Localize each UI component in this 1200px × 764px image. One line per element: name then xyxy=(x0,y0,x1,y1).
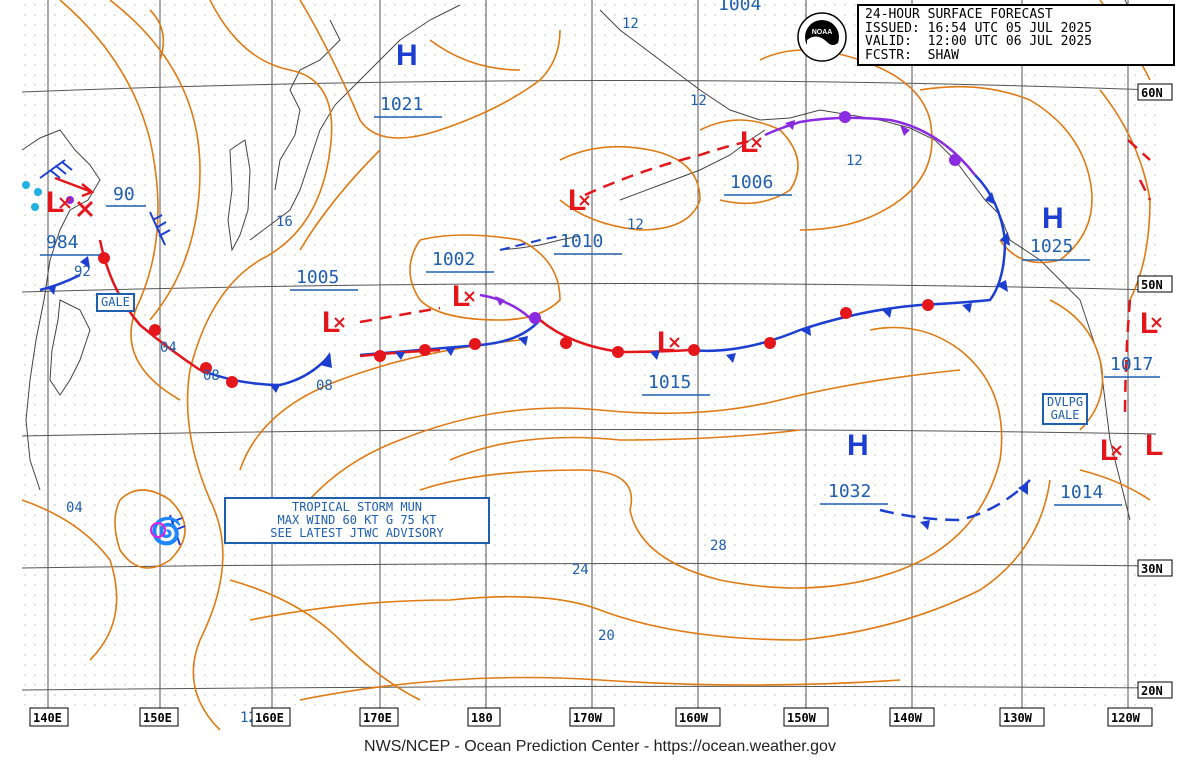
low-center-1014b: L xyxy=(1145,429,1163,462)
title-line: 24-HOUR SURFACE FORECAST xyxy=(865,7,1053,22)
lon-label: 120W xyxy=(1111,711,1141,725)
high-center-1025: H xyxy=(1042,202,1064,235)
valid-line: VALID: 12:00 UTC 06 JUL 2025 xyxy=(865,34,1092,49)
lat-label-20n: 20N xyxy=(1141,684,1163,698)
low-value-984: 984 xyxy=(46,232,79,253)
low-center-1006: L xyxy=(740,126,758,159)
noaa-logo-text: NOAA xyxy=(812,29,833,36)
low-center-1010: L xyxy=(568,184,586,217)
storm-motion-arrow xyxy=(54,176,95,198)
isobar-label: 28 xyxy=(710,538,727,554)
low-center-1002: L xyxy=(452,280,470,313)
forecast-title-box: 24-HOUR SURFACE FORECAST ISSUED: 16:54 U… xyxy=(857,4,1175,66)
occluded-front-east xyxy=(764,116,976,176)
occluded-front-mid xyxy=(479,293,531,319)
lat-label-60n: 60N xyxy=(1141,86,1163,100)
dvlpg-gale-label: GALE xyxy=(1050,408,1080,422)
advisory-line: MAX WIND 60 KT G 75 KT xyxy=(277,513,437,527)
value-underlines xyxy=(40,116,1160,506)
isobar-label: 12 xyxy=(846,153,863,169)
isobar-label: 04 xyxy=(66,500,83,516)
low-value-1006: 1006 xyxy=(730,172,773,193)
low-value-1010: 1010 xyxy=(560,231,603,252)
isobar-label: 04 xyxy=(160,340,177,356)
lon-label: 160W xyxy=(679,711,709,725)
high-value-1025: 1025 xyxy=(1030,236,1073,257)
lon-label: 130W xyxy=(1003,711,1033,725)
high-center-1021: H xyxy=(396,39,418,72)
low-value-1004: 1004 xyxy=(718,0,761,15)
isobar-label: 12 xyxy=(627,217,644,233)
gale-label: GALE xyxy=(101,295,130,309)
gale-warning-tag: GALE xyxy=(96,293,135,312)
lat-label-50n: 50N xyxy=(1141,278,1163,292)
isobar-label: 20 xyxy=(598,628,615,644)
isobar-label: 12 xyxy=(690,93,707,109)
issued-line: ISSUED: 16:54 UTC 05 JUL 2025 xyxy=(865,20,1092,36)
cold-front-symbols xyxy=(48,192,1028,530)
lon-label: 170E xyxy=(363,711,392,725)
lon-label: 160E xyxy=(255,711,284,725)
isobar-label: 12 xyxy=(622,16,639,32)
warm-front-symbols xyxy=(98,252,934,388)
graticule xyxy=(21,0,1157,708)
low-value-1015: 1015 xyxy=(648,372,691,393)
lat-labels: 60N 50N 30N 20N xyxy=(1137,83,1173,699)
isobar-label: 08 xyxy=(316,378,333,394)
low-center-1015: L xyxy=(657,326,675,359)
tropical-storm-advisory: TROPICAL STORM MUN MAX WIND 60 KT G 75 K… xyxy=(224,497,490,544)
forecaster-line: FCSTR: SHAW xyxy=(865,47,959,63)
isobar-label: 24 xyxy=(572,562,589,578)
low-center-1014: L xyxy=(1100,434,1118,467)
isobar-label: 08 xyxy=(203,368,220,384)
tropical-storm-icon: 🌀 xyxy=(150,515,182,547)
high-center-1032: H xyxy=(847,429,869,462)
lon-label: 140E xyxy=(33,711,62,725)
low-center-1017: L xyxy=(1140,307,1158,340)
dvlpg-label: DVLPG xyxy=(1047,395,1084,409)
isobar-label: 16 xyxy=(276,214,293,230)
warm-front-west xyxy=(98,239,201,372)
troughs xyxy=(359,138,1152,421)
advisory-line: TROPICAL STORM MUN xyxy=(291,500,423,514)
low-center-1005: L xyxy=(322,306,340,339)
isobar-label: 92 xyxy=(74,264,91,280)
low-value-1005: 1005 xyxy=(296,267,339,288)
lon-label: 140W xyxy=(893,711,923,725)
low-value-90: 90 xyxy=(113,184,135,205)
cyan-markers xyxy=(22,181,42,211)
lon-label: 170W xyxy=(573,711,603,725)
developing-gale-tag: DVLPG GALE xyxy=(1042,393,1089,425)
advisory-line: SEE LATEST JTWC ADVISORY xyxy=(270,526,444,540)
low-x-marks xyxy=(59,137,1162,456)
lon-labels: 140E 150E 160E 170E 180 170W 160W 150W 1… xyxy=(29,707,1153,727)
low-center-x xyxy=(76,200,94,218)
lat-lon-dot-grid xyxy=(22,0,1156,708)
noaa-logo: NOAA xyxy=(797,12,847,62)
lon-label: 150W xyxy=(787,711,817,725)
wind-barbs xyxy=(39,159,186,546)
low-value-1014: 1014 xyxy=(1060,482,1103,503)
occluded-front-symbols xyxy=(66,111,961,324)
low-value-1002: 1002 xyxy=(432,249,475,270)
high-value-1032: 1032 xyxy=(828,481,871,502)
low-value-1017: 1017 xyxy=(1110,354,1153,375)
footer-credit: NWS/NCEP - Ocean Prediction Center - htt… xyxy=(364,738,836,755)
isobars xyxy=(21,0,1151,731)
high-value-1021: 1021 xyxy=(380,94,423,115)
high-trough xyxy=(879,479,1031,522)
lon-label: 180 xyxy=(471,711,493,725)
lon-label: 150E xyxy=(143,711,172,725)
lat-label-30n: 30N xyxy=(1141,562,1163,576)
low-center-984: L xyxy=(46,186,64,219)
